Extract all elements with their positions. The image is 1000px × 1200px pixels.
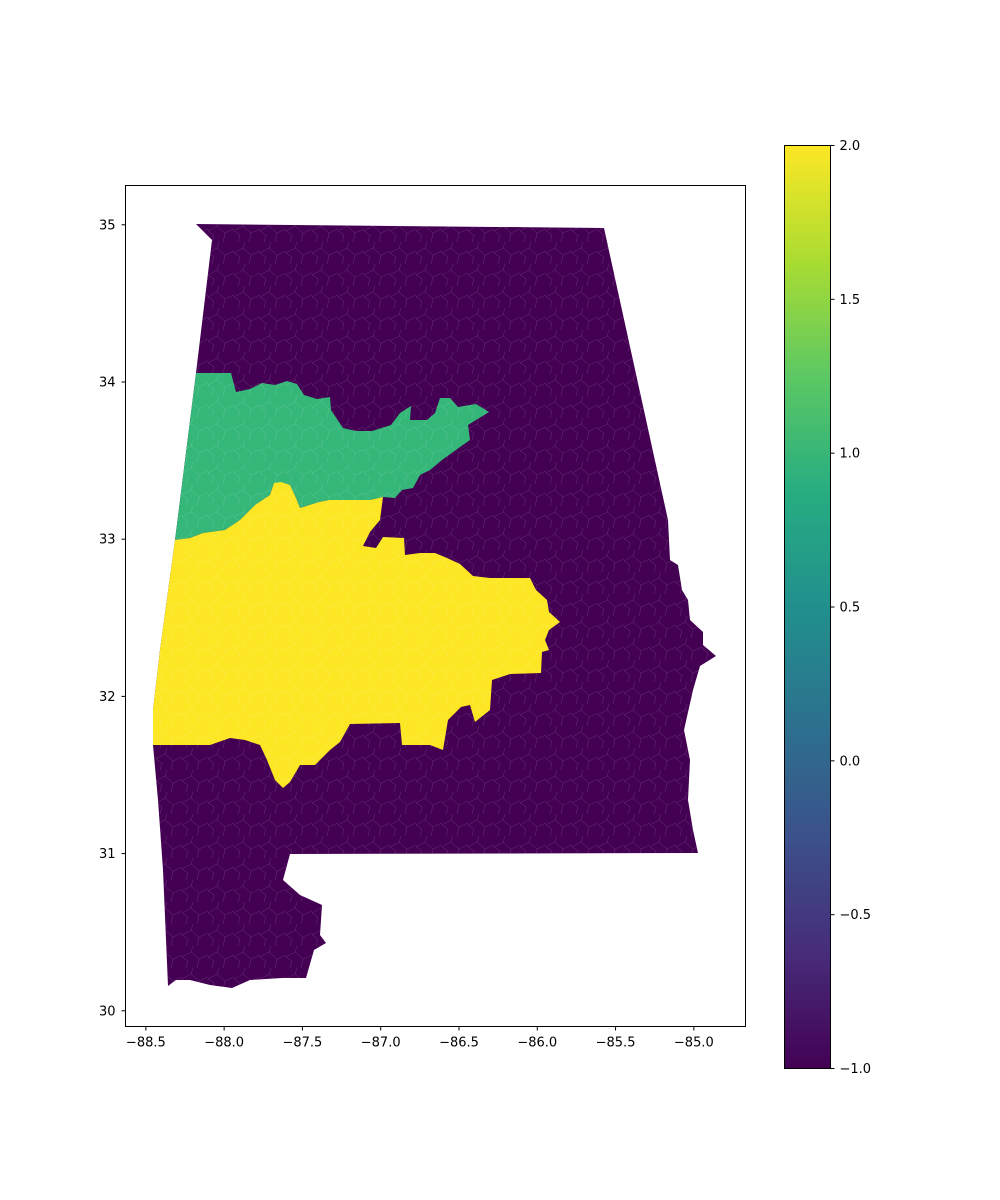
y-axis: 35 34 33 32 31 30 xyxy=(99,218,126,1019)
colorbar-tick-label: 2.0 xyxy=(840,139,861,154)
colorbar-tick-label: 0.5 xyxy=(840,601,861,616)
y-tick-label: 33 xyxy=(99,533,116,548)
colorbar-axis: 2.0 1.5 1.0 0.5 0.0 −0.5 −1.0 xyxy=(830,139,872,1077)
colorbar-tick-label: 1.0 xyxy=(840,447,861,462)
x-tick-label: −88.0 xyxy=(204,1036,244,1051)
colorbar-tick-label: −1.0 xyxy=(840,1062,872,1077)
x-tick-label: −88.5 xyxy=(126,1036,166,1051)
colorbar-tick-label: 0.0 xyxy=(840,754,861,769)
y-tick-label: 32 xyxy=(99,690,116,705)
y-tick-label: 30 xyxy=(99,1004,116,1019)
x-axis: −88.5 −88.0 −87.5 −87.0 −86.5 −86.0 −85.5 −85.0 xyxy=(126,1026,714,1051)
colorbar-tick-label: −0.5 xyxy=(840,908,872,923)
x-tick-label: −87.5 xyxy=(282,1036,322,1051)
x-tick-label: −86.0 xyxy=(517,1036,557,1051)
colorbar xyxy=(784,145,831,1069)
colorbar-tick-label: 1.5 xyxy=(840,293,861,308)
x-tick-label: −86.5 xyxy=(439,1036,479,1051)
y-tick-label: 34 xyxy=(99,375,116,390)
x-tick-label: −87.0 xyxy=(361,1036,401,1051)
x-tick-label: −85.0 xyxy=(674,1036,714,1051)
y-tick-label: 35 xyxy=(99,218,116,233)
y-tick-label: 31 xyxy=(99,847,116,862)
x-tick-label: −85.5 xyxy=(596,1036,636,1051)
